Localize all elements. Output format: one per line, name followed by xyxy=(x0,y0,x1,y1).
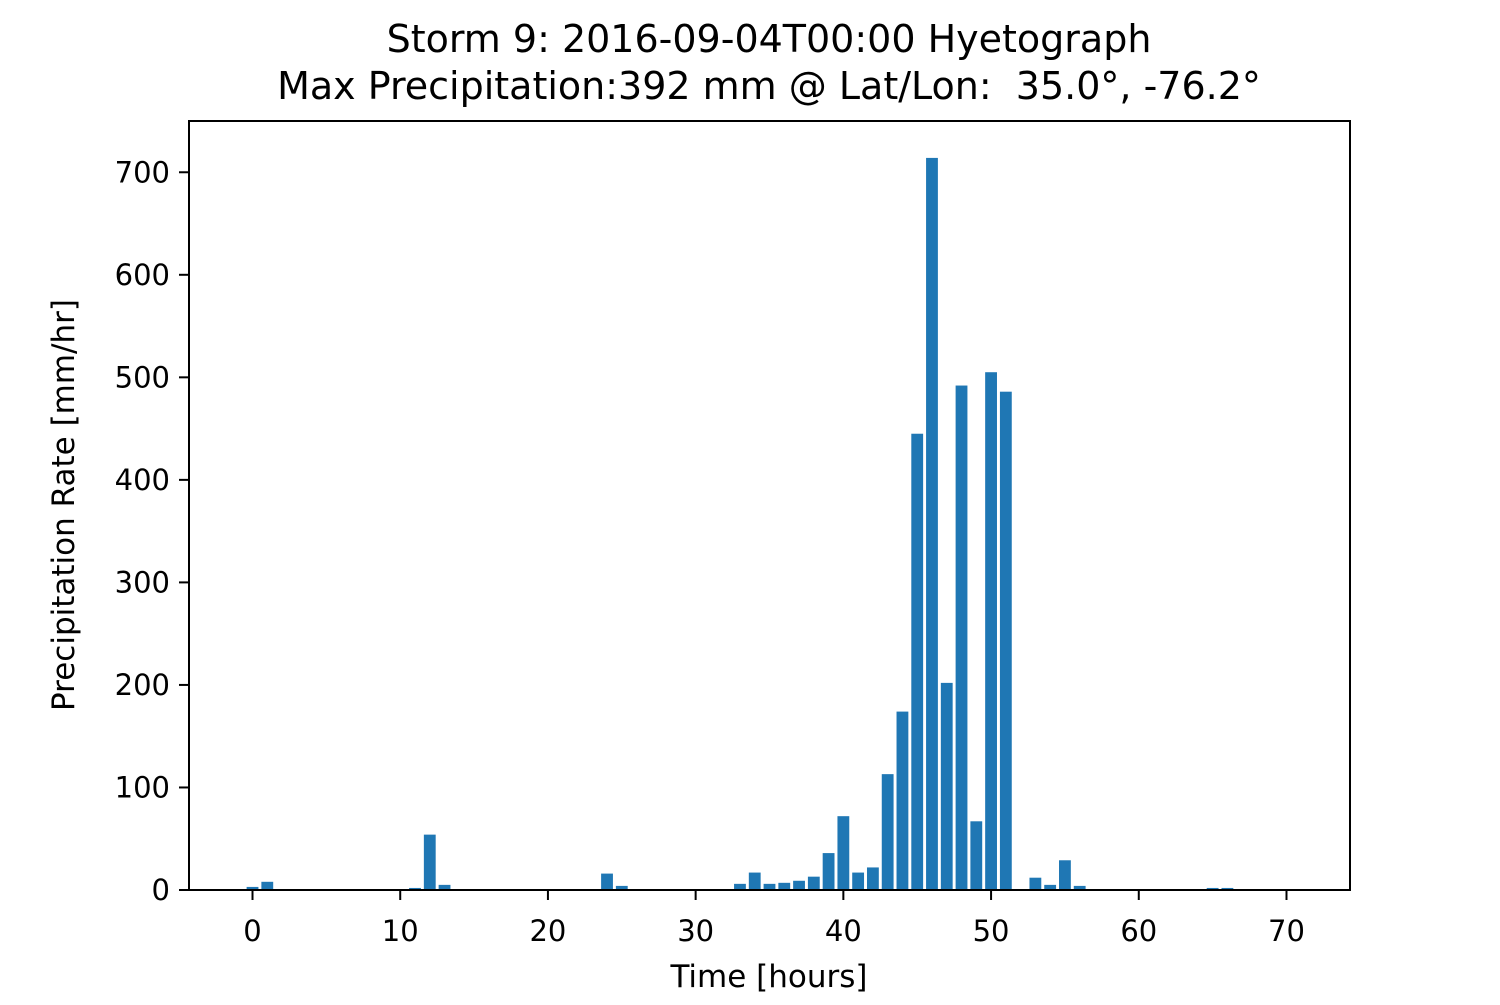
bar-hour-51 xyxy=(999,391,1012,890)
bar-hour-41 xyxy=(852,872,865,890)
x-tick-label: 60 xyxy=(1120,914,1157,948)
bar-hour-11 xyxy=(409,887,421,890)
bar-hour-39 xyxy=(822,853,835,890)
bar-hour-25 xyxy=(615,885,628,890)
x-tick-label: 50 xyxy=(973,914,1010,948)
y-axis-label: Precipitation Rate [mm/hr] xyxy=(46,299,82,711)
bar-hour-46 xyxy=(926,157,938,890)
bar-hour-50 xyxy=(985,372,997,891)
y-tick-label: 700 xyxy=(115,155,170,189)
chart-title-line-2: Max Precipitation:392 mm @ Lat/Lon: 35.0… xyxy=(277,64,1261,108)
chart-title-line-1: Storm 9: 2016-09-04T00:00 Hyetograph xyxy=(387,17,1152,61)
y-tick-label: 500 xyxy=(115,360,170,394)
bar-hour-34 xyxy=(748,872,761,890)
bar-hour-42 xyxy=(866,867,879,890)
x-tick-label: 40 xyxy=(825,914,862,948)
bar-hour-55 xyxy=(1059,860,1071,890)
x-axis-label: Time [hours] xyxy=(669,959,867,995)
bar-hour-49 xyxy=(970,821,983,890)
x-axis-ticks: 0 10 20 30 40 50 60 70 xyxy=(243,890,1305,948)
bar-hour-1 xyxy=(261,881,274,890)
y-tick-label: 600 xyxy=(115,258,170,292)
bar-hour-66 xyxy=(1221,887,1234,890)
bar-hour-45 xyxy=(911,433,924,890)
y-axis-ticks: 0 100 200 300 400 500 600 700 xyxy=(115,155,189,907)
y-tick-label: 300 xyxy=(115,565,170,599)
x-tick-label: 10 xyxy=(382,914,419,948)
bar-hour-24 xyxy=(601,873,613,890)
bar-hour-54 xyxy=(1044,884,1057,890)
bar-hour-12 xyxy=(423,834,436,890)
x-tick-label: 0 xyxy=(243,914,261,948)
bar-hour-56 xyxy=(1073,885,1086,890)
x-tick-label: 70 xyxy=(1268,914,1305,948)
bar-hour-44 xyxy=(896,711,909,890)
y-tick-label: 200 xyxy=(115,668,170,702)
y-tick-label: 0 xyxy=(152,873,170,907)
bar-hour-33 xyxy=(734,883,746,890)
bar-hour-47 xyxy=(940,682,953,890)
bar-hour-43 xyxy=(881,774,894,890)
bar-hour-35 xyxy=(763,883,776,890)
bar-hour-0 xyxy=(246,886,259,890)
bar-hour-37 xyxy=(793,880,805,890)
bar-series xyxy=(246,157,1234,891)
plot-area-frame xyxy=(188,120,1351,891)
bar-hour-65 xyxy=(1206,887,1219,890)
bar-hour-53 xyxy=(1029,877,1042,890)
bar-hour-40 xyxy=(837,816,850,890)
bar-hour-38 xyxy=(807,876,820,890)
x-tick-label: 30 xyxy=(677,914,714,948)
x-tick-label: 20 xyxy=(529,914,566,948)
y-tick-label: 100 xyxy=(115,770,170,804)
bar-hour-48 xyxy=(955,385,968,890)
bar-hour-36 xyxy=(778,882,791,890)
y-tick-label: 400 xyxy=(115,463,170,497)
bar-hour-13 xyxy=(438,884,451,890)
